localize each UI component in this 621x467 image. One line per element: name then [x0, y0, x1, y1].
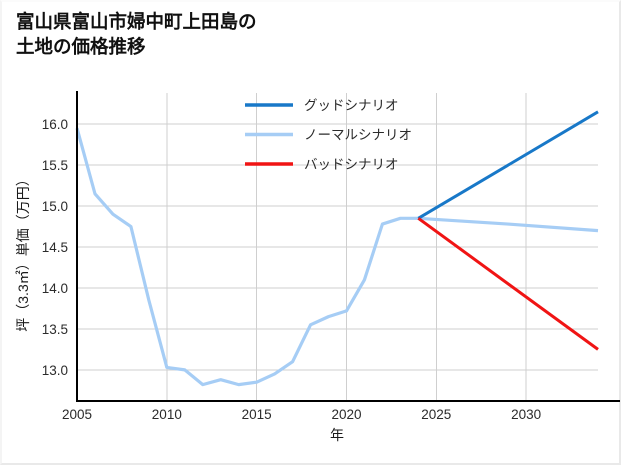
- x-tick-label: 2020: [331, 407, 361, 422]
- y-tick-label: 13.5: [42, 322, 68, 337]
- legend-label: ノーマルシナリオ: [304, 128, 412, 143]
- series-line-normal: [75, 127, 599, 387]
- data-series-group: [75, 110, 599, 387]
- y-tick-label: 14.0: [42, 281, 68, 296]
- y-tick-label: 15.5: [42, 158, 68, 173]
- x-tick-label: 2015: [242, 407, 272, 422]
- y-tick-label: 16.0: [42, 117, 68, 132]
- legend-label: グッドシナリオ: [304, 98, 399, 113]
- x-tick-label: 2010: [152, 407, 182, 422]
- legend-label: バッドシナリオ: [304, 157, 399, 172]
- chart-title: 富山県富山市婦中町上田島の 土地の価格推移: [16, 11, 257, 57]
- y-axis-tick-labels: 13.0 13.5 14.0 14.5 15.0 15.5 16.0: [42, 117, 68, 378]
- axis-spines: [75, 91, 620, 403]
- series-line-bad: [417, 217, 599, 351]
- y-tick-label: 14.5: [42, 240, 68, 255]
- x-axis-tick-labels: 2005 2010 2015 2020 2025 2030: [62, 407, 541, 422]
- x-tick-label: 2025: [421, 407, 451, 422]
- x-axis-title: 年: [330, 427, 344, 443]
- x-tick-label: 2005: [62, 407, 92, 422]
- y-axis-title: 坪（3.3㎡）単価（万円）: [15, 172, 31, 331]
- y-tick-label: 13.0: [42, 363, 68, 378]
- x-tick-label: 2030: [511, 407, 541, 422]
- series-line-good: [417, 110, 599, 220]
- y-tick-label: 15.0: [42, 199, 68, 214]
